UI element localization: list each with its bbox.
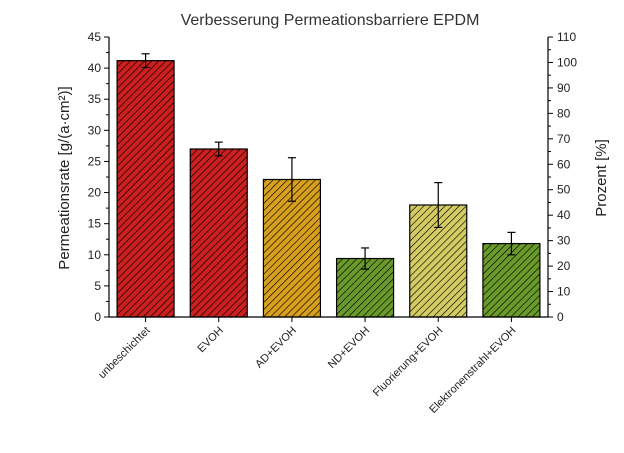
right-tick-label-10: 100 xyxy=(557,55,577,69)
x-tick-label-0: unbeschichtet xyxy=(96,325,152,381)
left-tick-label-8: 40 xyxy=(88,61,102,75)
error-bar-4 xyxy=(434,182,443,228)
error-bar-2 xyxy=(287,157,296,202)
left-tick-label-3: 15 xyxy=(88,217,102,231)
left-tick-label-6: 30 xyxy=(88,123,102,137)
left-y-ticks: 0 5 10 15 20 25 30 35 40 45 xyxy=(88,30,109,324)
right-tick-label-9: 90 xyxy=(557,81,571,95)
left-y-axis-title: Permeationsrate [g/(a·cm²)] xyxy=(56,86,73,269)
right-tick-label-8: 80 xyxy=(557,106,571,120)
right-tick-label-6: 60 xyxy=(557,157,571,171)
right-y-ticks: 0 10 20 30 40 50 60 70 80 90 100 110 xyxy=(548,30,577,324)
right-tick-label-4: 40 xyxy=(557,208,571,222)
error-bar-0 xyxy=(141,53,150,69)
chart-title: Verbesserung Permeationsbarriere EPDM xyxy=(181,12,480,29)
x-tick-label-2: AD+EVOH xyxy=(253,325,299,371)
bar-5 xyxy=(482,242,541,318)
left-tick-label-4: 20 xyxy=(88,186,102,200)
right-tick-label-5: 50 xyxy=(557,183,571,197)
x-ticks: unbeschichtet EVOH AD+EVOH ND+EVOHFluorieru… xyxy=(96,317,519,416)
bar-1 xyxy=(189,148,248,318)
bars-layer xyxy=(116,60,541,318)
error-bar-5 xyxy=(507,231,516,256)
bar-0 xyxy=(116,60,175,318)
left-tick-label-9: 45 xyxy=(88,30,102,44)
axes xyxy=(108,37,549,318)
right-tick-label-2: 20 xyxy=(557,259,571,273)
right-tick-label-0: 0 xyxy=(557,310,564,324)
x-tick-label-1: EVOH xyxy=(195,325,226,356)
left-tick-label-7: 35 xyxy=(88,92,102,106)
right-tick-label-7: 70 xyxy=(557,132,571,146)
left-tick-label-1: 5 xyxy=(94,279,101,293)
right-tick-label-11: 110 xyxy=(557,30,576,44)
error-bars-layer xyxy=(141,53,516,270)
error-bar-1 xyxy=(214,141,223,157)
x-tick-label-3: ND+EVOH xyxy=(326,325,372,371)
left-tick-label-5: 25 xyxy=(88,154,102,168)
error-bar-3 xyxy=(361,247,370,270)
left-tick-label-0: 0 xyxy=(94,310,101,324)
right-tick-label-3: 30 xyxy=(557,234,571,248)
x-tick-label-4: Fluorierung+EVOH xyxy=(371,325,445,399)
x-tick-label-5: Elektronenstrahl+EVOH xyxy=(427,325,518,416)
bar-2 xyxy=(262,178,322,318)
left-tick-label-2: 10 xyxy=(88,248,102,262)
right-y-axis-title: Prozent [%] xyxy=(593,139,610,217)
right-tick-label-1: 10 xyxy=(557,285,571,299)
